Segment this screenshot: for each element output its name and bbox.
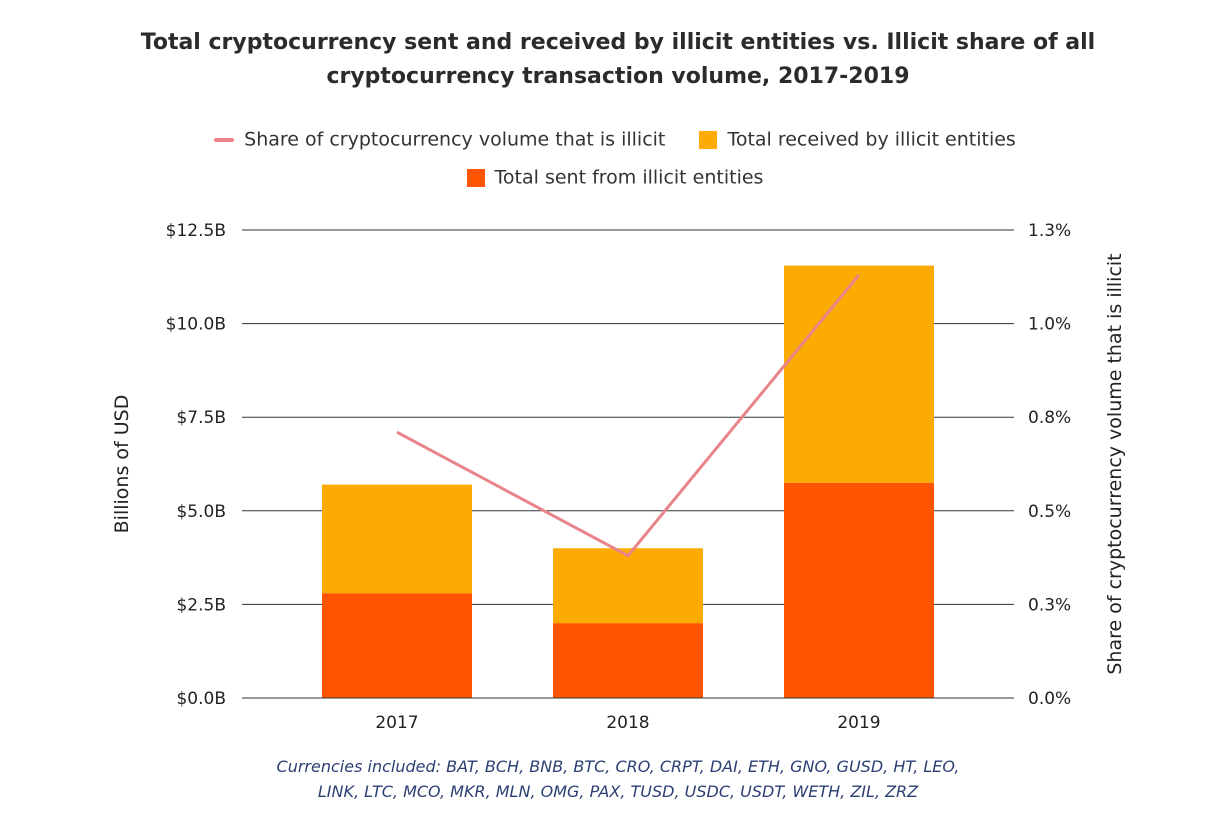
- y-tick-label-left: $5.0B: [176, 502, 226, 522]
- y-tick-label-right: 0.5%: [1028, 502, 1071, 522]
- legend-item-sent[interactable]: Total sent from illicit entities: [466, 166, 764, 189]
- legend-box-swatch-icon: [466, 168, 485, 187]
- chart-title-line-2: cryptocurrency transaction volume, 2017-…: [326, 64, 910, 89]
- bar-sent-2019: [784, 482, 934, 698]
- line-share-series: [396, 273, 861, 558]
- legend-item-share[interactable]: Share of cryptocurrency volume that is i…: [214, 128, 665, 151]
- legend-item-received[interactable]: Total received by illicit entities: [699, 128, 1016, 151]
- bar-sent-2018: [553, 623, 703, 698]
- legend-label-share: Share of cryptocurrency volume that is i…: [244, 128, 666, 151]
- y-tick-label-right: 1.0%: [1028, 315, 1071, 335]
- bar-sent-2017: [322, 593, 472, 698]
- x-tick-label: 2019: [837, 713, 880, 733]
- y-tick-label-right: 0.0%: [1028, 689, 1071, 709]
- y-tick-label-left: $10.0B: [166, 315, 226, 335]
- bar-received-2019: [784, 265, 934, 483]
- chart-title-line-1: Total cryptocurrency sent and received b…: [140, 30, 1096, 55]
- legend-row-2: Total sent from illicit entities: [0, 166, 1230, 189]
- footnote-line-2: LINK, LTC, MCO, MKR, MLN, OMG, PAX, TUSD…: [317, 782, 919, 801]
- y-tick-label-left: $12.5B: [166, 221, 226, 241]
- x-tick-label: 2017: [375, 713, 418, 733]
- x-tick-label: 2018: [606, 713, 649, 733]
- y-tick-label-right: 0.8%: [1028, 408, 1071, 428]
- chart-title: Total cryptocurrency sent and received b…: [0, 26, 1230, 94]
- legend-row-1: Share of cryptocurrency volume that is i…: [0, 128, 1230, 151]
- y-axis-title-left: Billions of USD: [111, 395, 133, 534]
- y-tick-label-left: $2.5B: [176, 595, 226, 615]
- y-tick-label-right: 1.3%: [1028, 221, 1071, 241]
- footnote-line-1: Currencies included: BAT, BCH, BNB, BTC,…: [276, 757, 960, 776]
- y-tick-label-left: $0.0B: [176, 689, 226, 709]
- y-tick-label-left: $7.5B: [176, 408, 226, 428]
- bar-received-2017: [322, 484, 472, 594]
- legend-line-swatch-icon: [214, 137, 235, 142]
- bar-received-2018: [553, 548, 703, 624]
- legend-label-received: Total received by illicit entities: [727, 128, 1016, 151]
- legend-label-sent: Total sent from illicit entities: [494, 166, 764, 189]
- legend-box-swatch-icon: [699, 130, 718, 149]
- y-axis-title-right: Share of cryptocurrency volume that is i…: [1104, 253, 1126, 674]
- y-tick-label-right: 0.3%: [1028, 595, 1071, 615]
- footnote: Currencies included: BAT, BCH, BNB, BTC,…: [0, 754, 1230, 804]
